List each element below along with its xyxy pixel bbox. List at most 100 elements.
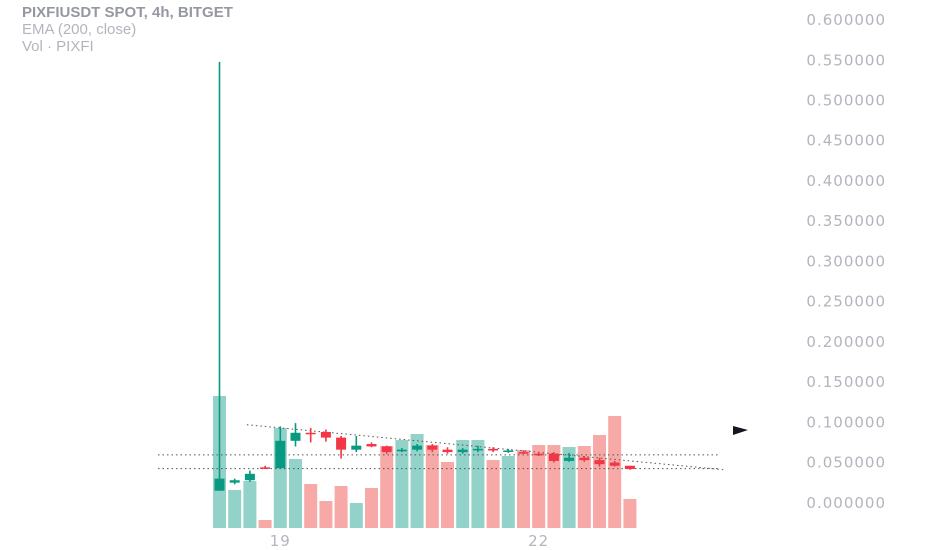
- candle-body: [214, 478, 225, 491]
- candle[interactable]: [260, 465, 271, 469]
- volume-bar: [425, 445, 439, 528]
- volume-bar: [441, 462, 454, 528]
- candle[interactable]: [427, 444, 438, 453]
- candle[interactable]: [275, 426, 286, 469]
- candle-body: [336, 437, 347, 450]
- volume-bar: [228, 490, 242, 528]
- candle-body: [624, 465, 635, 469]
- candle-body: [381, 446, 392, 453]
- price-tick-label: 0.600000: [806, 11, 886, 29]
- candle[interactable]: [624, 465, 635, 470]
- candle-body: [427, 445, 438, 450]
- time-tick-label: 22: [528, 532, 549, 550]
- candle-body: [579, 457, 590, 461]
- candle[interactable]: [503, 448, 514, 453]
- volume-bar: [334, 486, 348, 528]
- candle[interactable]: [472, 445, 483, 453]
- candle[interactable]: [548, 452, 559, 463]
- candle-body: [320, 431, 331, 438]
- symbol-title[interactable]: PIXFIUSDT SPOT, 4h, BITGET: [22, 4, 233, 21]
- price-tick-label: 0.450000: [806, 132, 886, 150]
- volume-bar: [517, 450, 530, 528]
- volume-bar: [258, 520, 272, 528]
- volume-bar: [304, 484, 318, 528]
- candle[interactable]: [594, 457, 605, 467]
- price-tick-label: 0.300000: [806, 252, 886, 270]
- candle[interactable]: [290, 423, 301, 447]
- price-tick-label: 0.050000: [806, 454, 886, 472]
- candle-body: [351, 445, 362, 450]
- price-tick-label: 0.400000: [806, 172, 886, 190]
- volume-bar: [532, 445, 546, 528]
- candle[interactable]: [214, 61, 225, 491]
- candle-body: [518, 452, 529, 454]
- volume-bar: [577, 446, 591, 528]
- volume-label[interactable]: Vol · PIXFI: [22, 38, 94, 55]
- candle[interactable]: [366, 442, 377, 448]
- candle-body: [533, 453, 544, 456]
- volume-bar: [289, 459, 302, 528]
- volume-bar: [456, 440, 470, 528]
- trend-line[interactable]: [246, 424, 725, 471]
- candle-body: [260, 467, 271, 469]
- candle-body: [472, 448, 483, 451]
- candle-body: [290, 432, 301, 441]
- candle-body: [229, 480, 240, 483]
- volume-bar: [365, 488, 378, 528]
- volume-bar: [395, 440, 409, 528]
- candle-body: [275, 440, 286, 469]
- candle[interactable]: [396, 448, 407, 453]
- candle[interactable]: [442, 447, 453, 454]
- volume-bar: [486, 460, 500, 528]
- price-tick-label: 0.350000: [806, 212, 886, 230]
- volume-bar: [547, 445, 561, 528]
- candle[interactable]: [518, 450, 529, 454]
- candle[interactable]: [488, 447, 499, 453]
- volume-bar: [623, 499, 637, 528]
- candle-body: [488, 448, 499, 451]
- candle[interactable]: [381, 445, 392, 454]
- candle-body: [305, 432, 316, 435]
- candle[interactable]: [244, 470, 255, 482]
- volume-bar: [349, 503, 363, 528]
- candle[interactable]: [305, 427, 316, 443]
- candle[interactable]: [533, 452, 544, 457]
- candle[interactable]: [351, 435, 362, 453]
- price-tick-label: 0.550000: [806, 51, 886, 69]
- candle[interactable]: [320, 429, 331, 442]
- candle-body: [609, 462, 620, 466]
- candle[interactable]: [229, 478, 240, 485]
- chart-scroll-arrow-icon[interactable]: [733, 426, 748, 435]
- price-tick-label: 0.500000: [806, 92, 886, 110]
- candle-body: [244, 473, 255, 481]
- candle[interactable]: [336, 435, 347, 459]
- price-tick-label: 0.000000: [806, 494, 886, 512]
- volume-bar: [243, 481, 257, 528]
- volume-bar: [380, 446, 394, 528]
- volume-bar: [562, 447, 576, 528]
- candle[interactable]: [564, 452, 575, 462]
- candle[interactable]: [609, 460, 620, 467]
- candle-body: [442, 449, 453, 453]
- volume-bar: [593, 435, 606, 528]
- volume-bar: [608, 416, 622, 528]
- volume-bar: [410, 434, 424, 528]
- candle-body: [366, 444, 377, 447]
- volume-bar: [501, 456, 515, 528]
- price-tick-label: 0.250000: [806, 293, 886, 311]
- candle-body: [564, 457, 575, 461]
- time-tick-label: 19: [270, 532, 291, 550]
- price-tick-label: 0.200000: [806, 333, 886, 351]
- candle[interactable]: [579, 456, 590, 462]
- price-tick-label: 0.150000: [806, 373, 886, 391]
- candle-body: [396, 449, 407, 452]
- indicator-label[interactable]: EMA (200, close): [22, 21, 137, 38]
- price-axis: 0.600000 0.550000 0.500000 0.450000 0.400000…: [806, 11, 886, 512]
- time-axis: 19 22: [270, 532, 549, 550]
- candle[interactable]: [457, 448, 468, 454]
- candles-layer: [214, 61, 635, 491]
- candle-body: [412, 445, 423, 450]
- candle[interactable]: [412, 444, 423, 452]
- volume-bar: [319, 501, 333, 528]
